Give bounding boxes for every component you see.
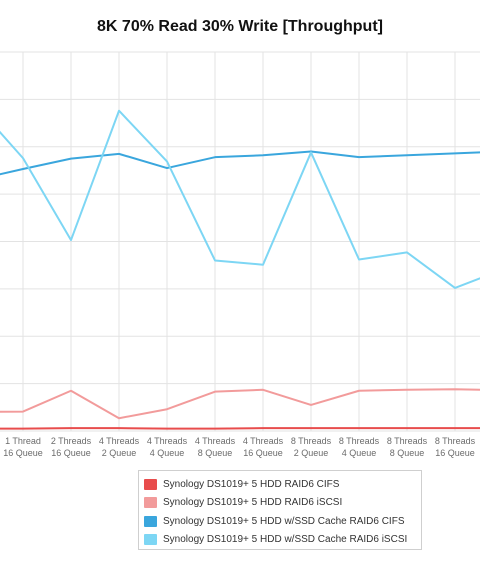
x-tick-label: 8 Threads 2 Queue	[291, 436, 332, 458]
chart-title: 8K 70% Read 30% Write [Throughput]	[97, 18, 383, 35]
x-tick-label: 1 Thread 16 Queue	[3, 436, 43, 458]
legend-label: Synology DS1019+ 5 HDD RAID6 CIFS	[163, 478, 340, 490]
legend-swatch	[144, 534, 157, 546]
series-layer	[0, 109, 480, 430]
legend-item: Synology DS1019+ 5 HDD w/SSD Cache RAID6…	[139, 512, 421, 531]
legend-label: Synology DS1019+ 5 HDD RAID6 iSCSI	[163, 497, 343, 509]
x-tick-label: 8 Threads 4 Queue	[339, 436, 380, 458]
x-tick-label: 4 Threads 2 Queue	[99, 436, 140, 458]
x-tick-label: 2 Threads 16 Queue	[51, 436, 92, 458]
x-tick-label: 8 Threads 8 Queue	[387, 436, 428, 458]
legend-swatch	[144, 515, 157, 527]
series-line-4	[0, 109, 480, 289]
series-line-2	[0, 388, 480, 420]
legend-label: Synology DS1019+ 5 HDD w/SSD Cache RAID6…	[163, 534, 408, 546]
grid-layer	[0, 51, 480, 432]
x-tick-label: 8 Threads 16 Queue	[435, 436, 476, 458]
legend-label: Synology DS1019+ 5 HDD w/SSD Cache RAID6…	[163, 515, 405, 527]
legend-item: Synology DS1019+ 5 HDD w/SSD Cache RAID6…	[139, 531, 421, 550]
legend-swatch	[144, 478, 157, 490]
series-line-3	[0, 150, 480, 176]
x-tick-label: 4 Threads 8 Queue	[195, 436, 236, 458]
x-tick-label: 4 Threads 4 Queue	[147, 436, 188, 458]
x-tick-label: 4 Threads 16 Queue	[243, 436, 284, 458]
legend-item: Synology DS1019+ 5 HDD RAID6 CIFS	[139, 475, 421, 494]
legend: Synology DS1019+ 5 HDD RAID6 CIFS Synolog…	[138, 470, 422, 550]
legend-item: Synology DS1019+ 5 HDD RAID6 iSCSI	[139, 494, 421, 513]
legend-swatch	[144, 497, 157, 509]
